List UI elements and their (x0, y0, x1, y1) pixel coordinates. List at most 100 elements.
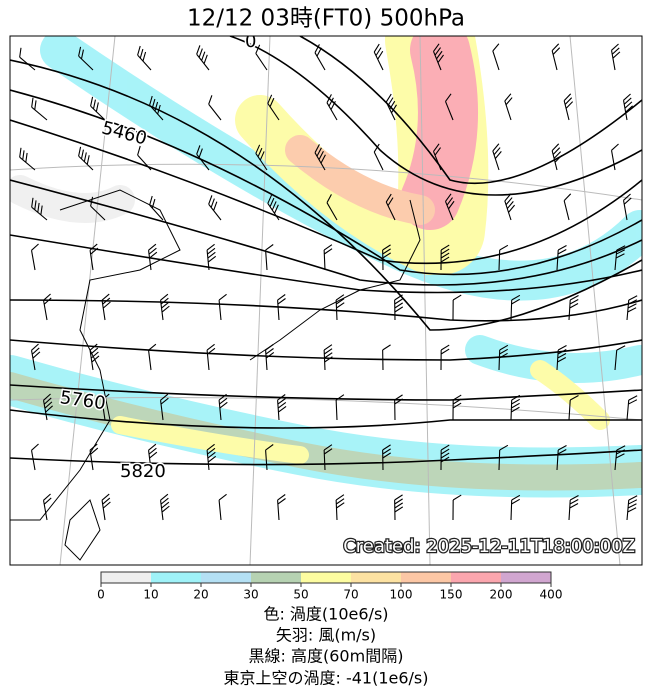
wind-barb (626, 395, 638, 421)
wind-barb (323, 444, 333, 471)
contour-label: 0 (245, 31, 256, 52)
wind-barb (148, 443, 158, 471)
wind-barb (492, 43, 500, 71)
wind-barb (137, 45, 152, 71)
wind-barb (551, 143, 563, 171)
map-frame (9, 35, 643, 566)
colorbar: 0 10 20 30 50 70 100 150 200 400 (97, 571, 563, 602)
wind-barb (31, 197, 48, 221)
colorbar-tick-label: 150 (440, 588, 463, 602)
wind-barb (510, 394, 521, 421)
colorbar-tick-label: 20 (193, 588, 208, 602)
wind-barb (314, 144, 326, 171)
wind-barb (42, 393, 53, 421)
wind-barb (610, 143, 619, 171)
colorbar-tick-label: 0 (97, 588, 105, 602)
wind-barb (504, 93, 513, 121)
wind-barb (160, 393, 169, 421)
wind-barb (385, 93, 397, 121)
wind-barb (19, 147, 36, 171)
colorbar-tick-label: 30 (243, 588, 258, 602)
wind-barb (101, 393, 110, 421)
contour-label: 5820 (120, 461, 166, 482)
wind-barb (452, 294, 462, 321)
wind-barb (510, 494, 521, 521)
wind-barb (622, 193, 632, 221)
created-stamp: Created: 2025-12-11T18:00:00Z (343, 536, 635, 557)
wind-barb (89, 443, 99, 471)
colorbar-tick-label: 10 (143, 588, 158, 602)
wind-barb (626, 495, 638, 521)
wind-barb (149, 95, 164, 121)
wind-barb (206, 243, 217, 271)
wind-barb (218, 493, 227, 521)
vorticity-shading (10, 36, 642, 498)
wind-barb (277, 494, 286, 521)
wind-barb (196, 45, 210, 71)
wind-barb (314, 44, 326, 71)
wind-barb (90, 96, 106, 121)
wind-barb (614, 445, 626, 471)
wind-barb (385, 193, 396, 221)
caption-line: 東京上空の渦度: -41(1e6/s) (223, 669, 428, 688)
wind-barb (394, 494, 404, 521)
wind-barb (498, 244, 509, 271)
wind-barb (440, 344, 450, 371)
wind-barb (556, 445, 567, 471)
colorbar-segment (351, 572, 401, 583)
wind-barbs (19, 43, 638, 521)
wind-barb (277, 394, 287, 421)
wind-barb (452, 494, 462, 521)
wind-barb (373, 43, 384, 71)
wind-barb (277, 294, 286, 321)
wind-barb (498, 344, 509, 371)
wind-barb (78, 146, 94, 171)
wind-barb (510, 294, 521, 321)
wind-barb (326, 94, 338, 121)
wind-barb (440, 244, 450, 271)
colorbar-tick-label: 200 (490, 588, 513, 602)
wind-barb (614, 345, 626, 371)
wind-barb (563, 93, 574, 121)
wind-barb (89, 343, 100, 371)
wind-barb (432, 143, 442, 171)
wind-barb (137, 145, 152, 171)
title: 12/12 03時(FT0) 500hPa (187, 6, 465, 32)
colorbar-tick-label: 400 (540, 588, 563, 602)
wind-barb (335, 494, 345, 521)
wind-barb (504, 193, 516, 221)
caption-line: 色: 渦度(10e6/s) (263, 605, 388, 624)
wind-barb (255, 144, 268, 171)
wind-barb (498, 444, 509, 471)
wind-barb (373, 143, 384, 171)
wind-barb (101, 293, 111, 321)
wind-barb (622, 93, 633, 121)
wind-barb (208, 195, 222, 221)
wind-barb (218, 293, 227, 321)
wind-barb (255, 44, 268, 71)
wind-barb (19, 47, 36, 71)
colorbar-segment (201, 572, 251, 583)
colorbar-segment (301, 572, 351, 583)
wind-barb (492, 143, 502, 171)
wind-barb (148, 343, 157, 371)
wind-barb (335, 294, 345, 321)
wind-barb (610, 43, 621, 71)
wind-barb (101, 493, 111, 521)
map: 0 5460 5760 5820 Created: 2025-12-11T18:… (10, 31, 642, 565)
wind-barb (218, 393, 228, 421)
wind-barb (30, 443, 39, 471)
wind-barb (31, 97, 48, 121)
wind-barb (568, 495, 579, 521)
wind-barb (267, 94, 280, 121)
colorbar-segment (451, 572, 501, 583)
wind-barb (160, 293, 170, 321)
colorbar-frame (100, 571, 552, 584)
wind-barb (568, 395, 579, 421)
wind-barb (160, 493, 170, 521)
wind-barb (440, 444, 450, 471)
wind-barb (30, 243, 39, 271)
wind-barb (206, 443, 217, 471)
wind-barb (326, 194, 338, 221)
